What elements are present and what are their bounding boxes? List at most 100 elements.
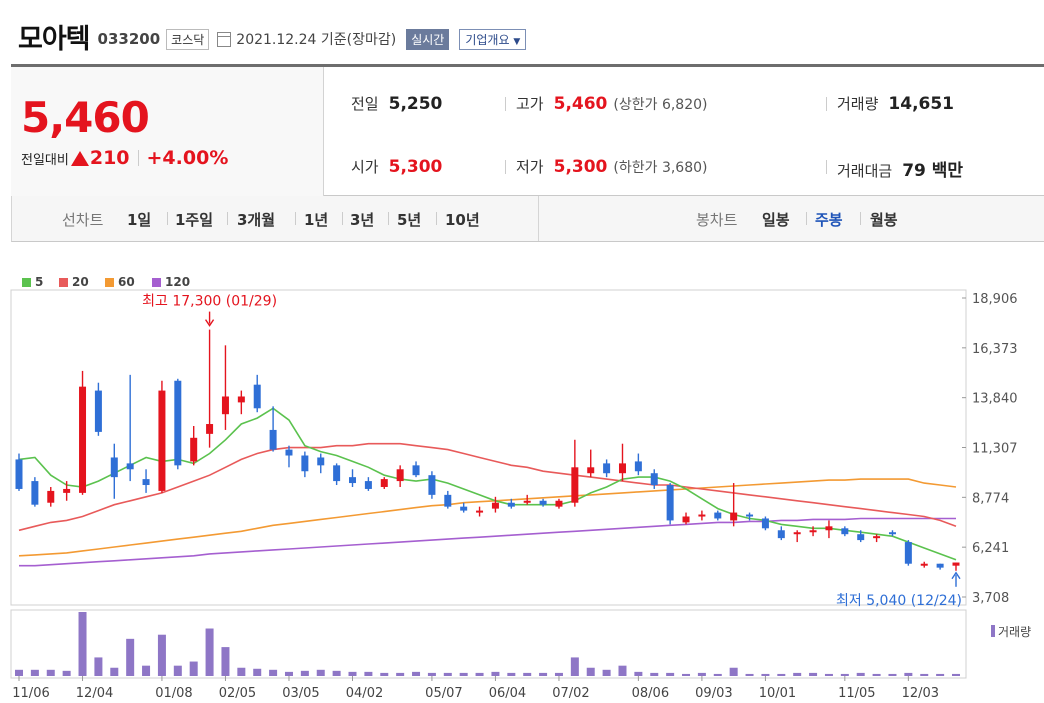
candle-body — [396, 469, 404, 482]
tab-daily[interactable]: 일봉 — [762, 211, 790, 229]
volume-bar — [412, 671, 421, 676]
prev-close-value: 5,250 — [388, 94, 443, 114]
volume-bar — [824, 673, 833, 676]
candle-body — [476, 510, 484, 513]
company-name[interactable]: 모아텍 — [18, 23, 91, 55]
legend-label: 120 — [165, 275, 191, 289]
tab-1day[interactable]: 1일 — [127, 211, 152, 229]
candle-body — [237, 396, 245, 403]
tab-1week[interactable]: 1주일 — [175, 211, 214, 229]
lower-limit: (하한가 3,680) — [613, 160, 708, 176]
current-price-box: 5,460 전일대비 210 +4.00% — [11, 67, 324, 196]
candle-body — [809, 530, 817, 533]
candle-body — [412, 465, 420, 476]
tab-3years[interactable]: 3년 — [350, 211, 375, 229]
candle-body — [539, 500, 547, 505]
candle-body — [110, 457, 118, 478]
candle-body — [952, 562, 960, 566]
volume-legend-swatch — [991, 625, 995, 637]
calendar-icon — [217, 31, 232, 47]
tab-1year[interactable]: 1년 — [304, 211, 329, 229]
ma120-line — [19, 517, 956, 567]
tab-monthly[interactable]: 월봉 — [870, 211, 898, 229]
divider — [167, 212, 168, 225]
open-label: 시가 — [351, 158, 379, 176]
y-tick-label: 6,241 — [972, 541, 1009, 556]
realtime-button[interactable]: 실시간 — [406, 28, 450, 50]
candle-body — [190, 437, 198, 462]
legend-swatch — [59, 277, 68, 287]
volume-bar — [745, 673, 754, 676]
current-price: 5,460 — [21, 93, 150, 142]
x-tick-label: 01/08 — [155, 686, 192, 701]
volume-bar — [46, 669, 55, 676]
candle-body — [380, 479, 388, 487]
upper-limit: (상한가 6,820) — [613, 97, 708, 113]
change-percent: +4.00% — [146, 147, 229, 169]
volume-bar — [936, 673, 945, 676]
trade-value-label: 거래대금 — [837, 162, 893, 180]
candle-body — [904, 542, 912, 564]
candle-body — [634, 461, 642, 472]
volume-bar — [666, 672, 675, 676]
high-annotation: 최고 17,300 (01/29) — [142, 294, 277, 310]
tab-3months[interactable]: 3개월 — [237, 211, 276, 229]
candle-body — [126, 463, 134, 470]
tab-10years[interactable]: 10년 — [445, 211, 480, 229]
volume-bar — [904, 672, 913, 676]
candle-body — [682, 516, 690, 523]
legend-ma5: 5 — [22, 275, 43, 289]
candle-body — [269, 429, 277, 450]
divider — [505, 160, 506, 174]
candle-body — [587, 467, 595, 474]
volume-cell: 거래량 14,651 — [837, 93, 954, 114]
market-badge: 코스닥 — [166, 28, 210, 50]
y-tick-label: 16,373 — [972, 342, 1018, 357]
candle-body — [142, 479, 150, 486]
legend-label: 5 — [35, 275, 44, 289]
volume-bar — [634, 671, 643, 676]
y-tick-label: 18,906 — [972, 292, 1018, 307]
candle-body — [79, 386, 87, 493]
volume-frame — [10, 609, 967, 679]
price-chart[interactable]: 18,906 16,373 13,840 11,307 8,774 6,241 3,708 1… — [0, 255, 1044, 703]
volume-bar — [793, 672, 802, 676]
candle-body — [555, 500, 563, 507]
legend-ma20: 20 — [59, 275, 89, 289]
candle-body — [873, 536, 881, 539]
volume-bar — [269, 669, 278, 676]
legend-swatch — [105, 277, 114, 287]
up-triangle-icon — [70, 150, 89, 166]
company-info-label: 기업개요 — [465, 32, 510, 47]
tab-weekly[interactable]: 주봉 — [815, 211, 843, 229]
candle-body — [825, 526, 833, 531]
tab-5years[interactable]: 5년 — [397, 211, 422, 229]
volume-bar — [507, 672, 516, 676]
company-info-dropdown[interactable]: 기업개요 ▼ — [459, 28, 527, 50]
volume-bar — [300, 670, 309, 676]
divider — [538, 196, 539, 241]
candle-body — [158, 390, 166, 491]
quote-panel: 5,460 전일대비 210 +4.00% 전일 5,250 고가 5,460 … — [11, 64, 1044, 196]
candle-chart-label: 봉차트 — [696, 211, 738, 229]
prev-close-cell: 전일 5,250 — [351, 93, 442, 114]
candle-body — [730, 512, 738, 521]
x-tick-label: 11/05 — [838, 686, 875, 701]
x-tick-label: 07/02 — [552, 686, 589, 701]
volume-bar — [570, 657, 579, 676]
volume-bar — [729, 667, 738, 676]
divider — [826, 160, 827, 174]
price-change: 전일대비 210 +4.00% — [21, 147, 228, 169]
candle-body — [650, 473, 658, 486]
candle-body — [507, 502, 515, 507]
x-tick-label: 03/05 — [282, 686, 319, 701]
x-tick-label: 08/06 — [632, 686, 669, 701]
y-tick-label: 8,774 — [972, 491, 1009, 506]
candle-body — [920, 563, 928, 566]
x-tick-label: 11/06 — [12, 686, 49, 701]
volume-bar — [94, 657, 103, 676]
volume-bar — [30, 669, 39, 676]
volume-bar — [221, 647, 230, 676]
period-tabs-bar: 선차트 1일 1주일 3개월 1년 3년 5년 10년 봉차트 일봉 주봉 월봉 — [11, 196, 1044, 242]
volume-bar — [427, 672, 436, 676]
